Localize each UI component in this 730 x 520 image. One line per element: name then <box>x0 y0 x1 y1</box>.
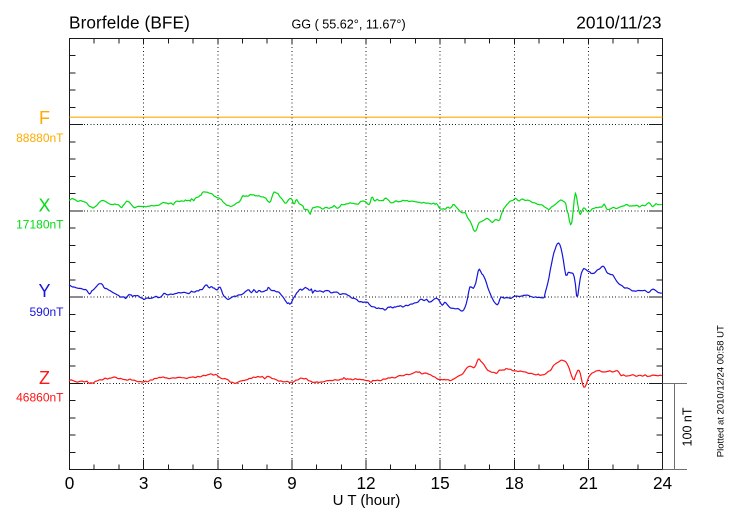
svg-text:F: F <box>39 108 50 128</box>
svg-text:U T (hour): U T (hour) <box>333 492 401 509</box>
svg-text:3: 3 <box>139 473 149 493</box>
svg-text:Y: Y <box>38 281 50 301</box>
svg-text:X: X <box>38 195 50 215</box>
svg-text:12: 12 <box>356 473 375 493</box>
svg-text:0: 0 <box>65 473 75 493</box>
svg-text:Z: Z <box>39 368 50 388</box>
svg-text:9: 9 <box>287 473 297 493</box>
svg-text:21: 21 <box>579 473 598 493</box>
svg-text:46860nT: 46860nT <box>16 391 64 405</box>
svg-text:15: 15 <box>431 473 450 493</box>
svg-text:GG ( 55.62°, 11.67°): GG ( 55.62°, 11.67°) <box>292 17 406 31</box>
svg-text:6: 6 <box>213 473 223 493</box>
svg-text:Brorfelde (BFE): Brorfelde (BFE) <box>69 13 190 33</box>
svg-text:2010/11/23: 2010/11/23 <box>576 13 661 33</box>
svg-text:88880nT: 88880nT <box>16 131 64 145</box>
svg-text:17180nT: 17180nT <box>16 218 64 232</box>
svg-text:100 nT: 100 nT <box>681 407 695 446</box>
svg-text:18: 18 <box>505 473 524 493</box>
svg-text:590nT: 590nT <box>29 305 64 319</box>
svg-text:24: 24 <box>653 473 673 493</box>
svg-text:Plotted at 2010/12/24 00:58 UT: Plotted at 2010/12/24 00:58 UT <box>716 325 727 457</box>
